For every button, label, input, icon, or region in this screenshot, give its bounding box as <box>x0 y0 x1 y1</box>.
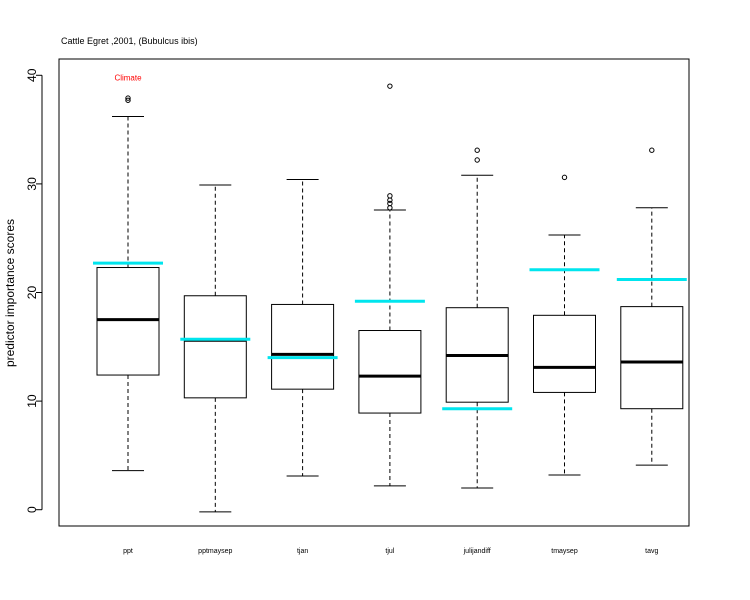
x-tick-label: julijandiff <box>463 548 491 555</box>
y-tick-label: 20 <box>25 286 39 300</box>
chart-title: Cattle Egret ,2001, (Bubulcus ibis) <box>61 36 198 46</box>
outlier-point <box>387 205 393 211</box>
box-julijandiff <box>442 147 513 489</box>
x-tick-label: ppt <box>123 548 133 555</box>
box-tjul <box>354 83 425 487</box>
y-axis: 0 10 20 30 40 <box>25 68 43 513</box>
outlier-point <box>387 83 393 89</box>
y-tick-label: 10 <box>25 394 39 408</box>
x-tick-label: tmaysep <box>551 548 578 555</box>
outlier-point <box>474 157 480 163</box>
outlier-point <box>649 147 655 153</box>
outlier-point <box>125 95 131 101</box>
box-tavg <box>616 147 687 466</box>
box-iqr <box>183 295 247 399</box>
outlier-point <box>474 147 480 153</box>
box-ppt <box>93 95 163 472</box>
y-tick-label: 30 <box>25 177 39 191</box>
x-tick-label: tjul <box>385 548 394 555</box>
outlier-point <box>387 193 393 199</box>
box-iqr <box>271 303 335 390</box>
annotation-label: Climate <box>114 73 142 82</box>
x-tick-label: tjan <box>297 548 308 555</box>
y-axis-label: predictor importance scores <box>3 219 17 367</box>
box-iqr <box>620 306 684 410</box>
box-iqr <box>358 330 422 414</box>
outlier-point <box>387 200 393 207</box>
x-tick-label: tavg <box>645 548 658 555</box>
box-iqr <box>533 314 596 393</box>
x-tick-label: pptmaysep <box>198 548 232 555</box>
y-tick-label: 40 <box>25 68 39 82</box>
plot-frame <box>58 58 690 527</box>
outlier-point <box>125 97 131 103</box>
box-pptmaysep <box>180 184 251 513</box>
box-tjan <box>267 179 338 477</box>
box-tmaysep <box>529 174 600 476</box>
box-layer <box>93 83 687 513</box>
outlier-point <box>561 174 568 181</box>
x-axis-labels: ppt pptmaysep tjan tjul julijandiff tmaysep ta… <box>114 73 658 555</box>
y-tick-label: 0 <box>25 506 39 513</box>
box-iqr <box>96 267 160 376</box>
